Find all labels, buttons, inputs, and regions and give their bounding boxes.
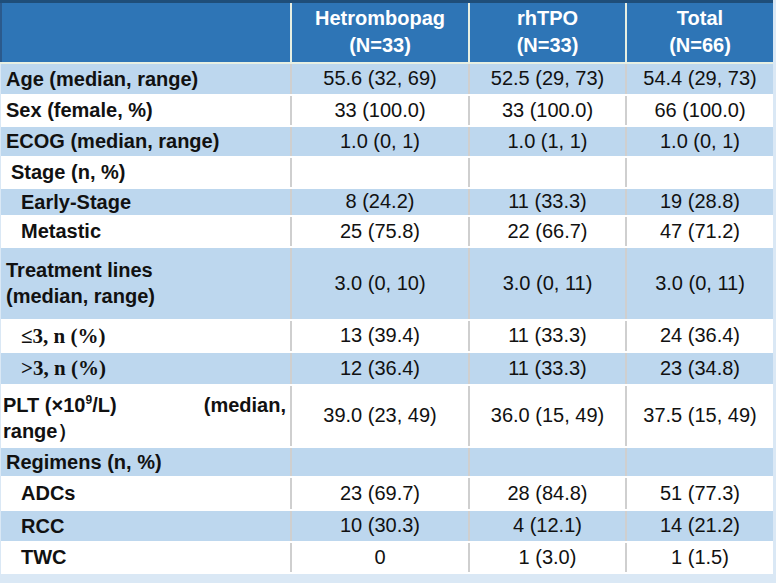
cell [469, 447, 626, 477]
cell: 23 (34.8) [626, 352, 773, 385]
row-label-line1: PLT (×109/L) (median, [3, 387, 290, 418]
cell: 47 (71.2) [626, 216, 773, 247]
cell: 66 (100.0) [626, 95, 773, 126]
row-label: >3, n (%) [1, 352, 291, 385]
header-col-n: (N=33) [292, 32, 468, 59]
cell: 8 (24.2) [291, 188, 469, 216]
plt-unit: PLT (×109/L) [3, 387, 117, 418]
cell: 3.0 (0, 11) [469, 247, 626, 320]
row-gt3-lines: >3, n (%) 12 (36.4) 11 (33.3) 23 (34.8) [1, 352, 773, 385]
cell: 1 (1.5) [626, 542, 773, 573]
row-stage: Stage (n, %) [1, 157, 773, 188]
row-label: Sex (female, %) [1, 95, 291, 126]
cell: 36.0 (15, 49) [469, 385, 626, 447]
cell: 11 (33.3) [469, 352, 626, 385]
header-empty-cell [1, 2, 291, 63]
row-label: PLT (×109/L) (median, range） [1, 385, 291, 447]
row-label: TWC [1, 542, 291, 573]
row-age: Age (median, range) 55.6 (32, 69) 52.5 (… [1, 63, 773, 95]
cell: 1.0 (0, 1) [626, 126, 773, 157]
row-adcs: ADCs 23 (69.7) 28 (84.8) 51 (77.3) [1, 477, 773, 510]
cell: 23 (69.7) [291, 477, 469, 510]
row-label: RCC [1, 510, 291, 542]
cell: 3.0 (0, 11) [626, 247, 773, 320]
cell: 33 (100.0) [291, 95, 469, 126]
cell [626, 157, 773, 188]
row-label: Stage (n, %) [1, 157, 291, 188]
header-col-name: Hetrombopag [292, 5, 468, 32]
cell: 51 (77.3) [626, 477, 773, 510]
cell: 3.0 (0, 10) [291, 247, 469, 320]
row-label: Early-Stage [1, 188, 291, 216]
header-col-name: Total [627, 5, 773, 32]
row-ecog: ECOG (median, range) 1.0 (0, 1) 1.0 (1, … [1, 126, 773, 157]
header-col-hetrombopag: Hetrombopag (N=33) [291, 2, 469, 63]
row-plt: PLT (×109/L) (median, range） 39.0 (23, 4… [1, 385, 773, 447]
row-label: ≤3, n (%) [1, 320, 291, 352]
header-col-n: (N=33) [470, 32, 625, 59]
header-col-total: Total (N=66) [626, 2, 773, 63]
cell: 1.0 (0, 1) [291, 126, 469, 157]
row-sex: Sex (female, %) 33 (100.0) 33 (100.0) 66… [1, 95, 773, 126]
row-rcc: RCC 10 (30.3) 4 (12.1) 14 (21.2) [1, 510, 773, 542]
row-le3-lines: ≤3, n (%) 13 (39.4) 11 (33.3) 24 (36.4) [1, 320, 773, 352]
cell: 25 (75.8) [291, 216, 469, 247]
cell [291, 157, 469, 188]
cell: 12 (36.4) [291, 352, 469, 385]
row-label: Regimens (n, %) [1, 447, 291, 477]
cell: 28 (84.8) [469, 477, 626, 510]
cell: 14 (21.2) [626, 510, 773, 542]
row-regimens: Regimens (n, %) [1, 447, 773, 477]
row-label: ECOG (median, range) [1, 126, 291, 157]
cell: 24 (36.4) [626, 320, 773, 352]
plt-median-word: (median, [204, 392, 286, 418]
cell: 4 (12.1) [469, 510, 626, 542]
row-label: ADCs [1, 477, 291, 510]
header-col-name: rhTPO [470, 5, 625, 32]
row-label: Metastic [1, 216, 291, 247]
cell: 33 (100.0) [469, 95, 626, 126]
row-label: Treatment lines (median, range) [1, 247, 291, 320]
cell: 54.4 (29, 73) [626, 63, 773, 95]
header-col-n: (N=66) [627, 32, 773, 59]
cell: 13 (39.4) [291, 320, 469, 352]
cell: 0 [291, 542, 469, 573]
cell: 52.5 (29, 73) [469, 63, 626, 95]
row-label-line2: (median, range) [6, 283, 290, 309]
cell [291, 447, 469, 477]
row-label-line1: Treatment lines [6, 257, 290, 283]
baseline-characteristics-table: Hetrombopag (N=33) rhTPO (N=33) Total (N… [0, 0, 773, 574]
cell: 39.0 (23, 49) [291, 385, 469, 447]
row-label-line2: range） [3, 418, 290, 444]
header-row: Hetrombopag (N=33) rhTPO (N=33) Total (N… [1, 2, 773, 63]
row-label: Age (median, range) [1, 63, 291, 95]
cell: 55.6 (32, 69) [291, 63, 469, 95]
cell: 19 (28.8) [626, 188, 773, 216]
cell [626, 447, 773, 477]
cell: 10 (30.3) [291, 510, 469, 542]
cell: 11 (33.3) [469, 320, 626, 352]
row-treatment-lines: Treatment lines (median, range) 3.0 (0, … [1, 247, 773, 320]
cell: 1.0 (1, 1) [469, 126, 626, 157]
row-twc: TWC 0 1 (3.0) 1 (1.5) [1, 542, 773, 573]
cell: 37.5 (15, 49) [626, 385, 773, 447]
row-metastic: Metastic 25 (75.8) 22 (66.7) 47 (71.2) [1, 216, 773, 247]
cell: 1 (3.0) [469, 542, 626, 573]
cell [469, 157, 626, 188]
cell: 22 (66.7) [469, 216, 626, 247]
header-col-rhtpo: rhTPO (N=33) [469, 2, 626, 63]
cell: 11 (33.3) [469, 188, 626, 216]
row-early-stage: Early-Stage 8 (24.2) 11 (33.3) 19 (28.8) [1, 188, 773, 216]
